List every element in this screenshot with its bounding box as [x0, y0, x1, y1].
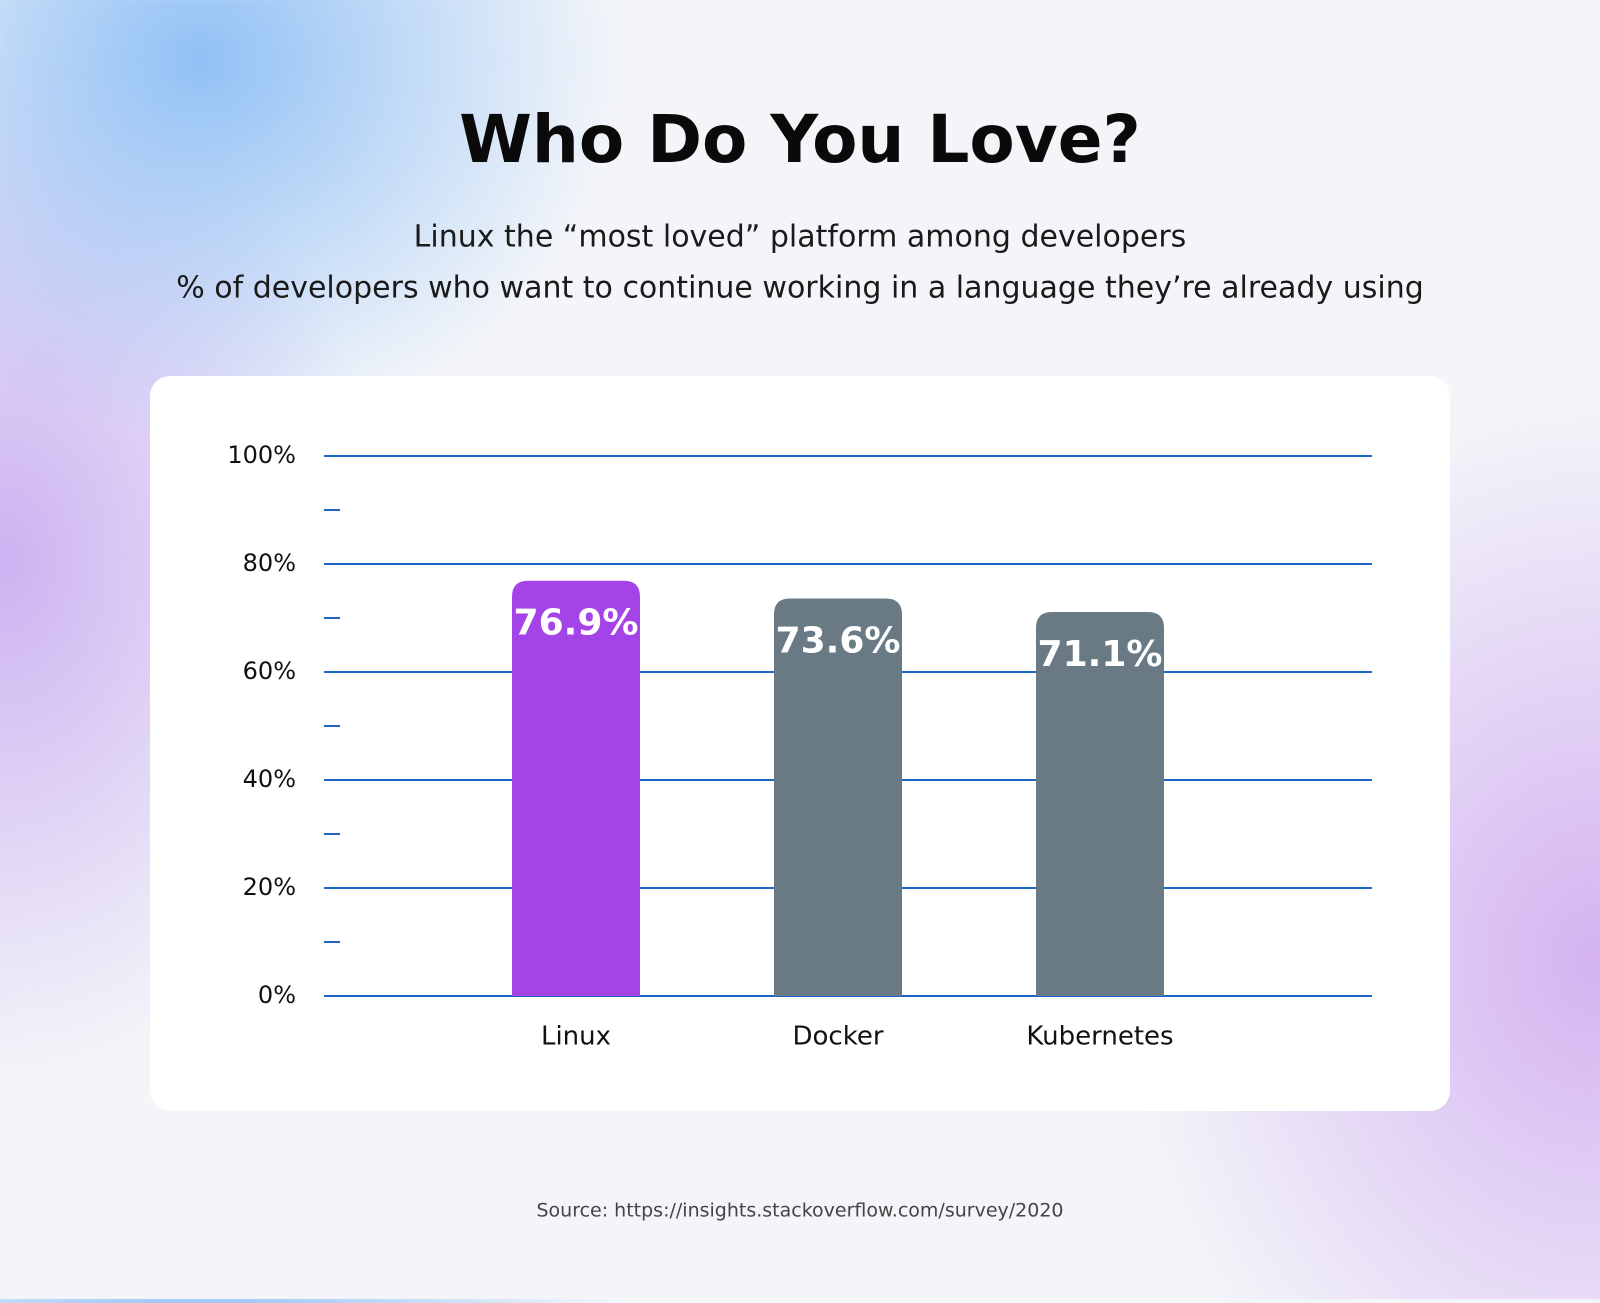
y-tick-label: 80% [243, 549, 296, 577]
y-tick-label: 40% [243, 765, 296, 793]
subtitle: % of developers who want to continue wor… [176, 271, 1424, 306]
value-label: 73.6% [776, 621, 901, 662]
y-tick-label: 20% [243, 873, 296, 901]
bar [774, 598, 902, 996]
subtitle: Linux the “most loved” platform among de… [414, 220, 1187, 255]
value-label: 71.1% [1038, 634, 1163, 675]
bar [512, 580, 640, 996]
x-tick-label: Docker [792, 1022, 883, 1052]
value-label: 76.9% [514, 603, 639, 644]
y-tick-label: 0% [258, 981, 296, 1009]
chart-title: Who Do You Love? [459, 101, 1141, 178]
x-tick-label: Kubernetes [1026, 1022, 1173, 1052]
y-tick-label: 100% [227, 441, 296, 469]
source: Source: https://insights.stackoverflow.c… [536, 1200, 1063, 1222]
x-tick-label: Linux [541, 1022, 611, 1052]
bar [1036, 612, 1164, 996]
y-tick-label: 60% [243, 657, 296, 685]
